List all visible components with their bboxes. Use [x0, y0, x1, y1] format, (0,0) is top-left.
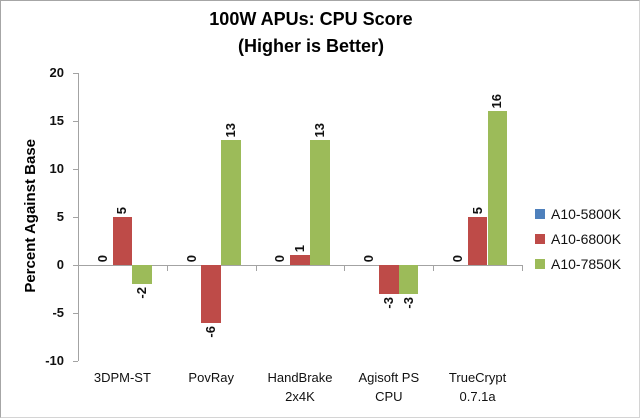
data-label-A10-5800K: 0 [272, 254, 288, 262]
bar-A10-6800K [290, 255, 310, 265]
bar-A10-6800K [201, 265, 221, 323]
x-tick-mark [433, 265, 435, 271]
legend-label: A10-5800K [551, 205, 622, 222]
y-tick-label: 15 [49, 113, 64, 128]
data-label-A10-5800K: 0 [361, 254, 377, 262]
data-label-A10-5800K: 0 [94, 254, 110, 262]
chart-title-line1: 100W APUs: CPU Score [209, 9, 413, 29]
data-label-A10-6800K: -3 [380, 296, 396, 309]
bar-A10-7850K [132, 265, 152, 285]
y-tick-label: 20 [49, 65, 64, 80]
bar-A10-7850K [309, 140, 330, 265]
legend-item-A10-5800K: A10-5800K [535, 201, 621, 226]
chart-title: 100W APUs: CPU Score (Higher is Better) [1, 6, 621, 60]
y-tick-mark [73, 361, 78, 362]
x-axis-line [78, 265, 522, 266]
bar-A10-7850K [398, 265, 419, 294]
y-tick-label: 0 [56, 257, 64, 272]
x-category-label: TrueCrypt 0.7.1a [448, 370, 507, 404]
legend-swatch-icon [535, 258, 545, 269]
bar-A10-7850K [487, 111, 508, 265]
x-category-label: HandBrake 2x4K [267, 370, 333, 404]
legend-swatch-icon [535, 208, 545, 219]
data-label-A10-6800K: 5 [114, 206, 130, 214]
legend-item-A10-7850K: A10-7850K [535, 251, 621, 276]
y-tick-mark [73, 217, 78, 218]
data-label-A10-7850K: 13 [222, 122, 238, 138]
data-label-A10-5800K: 0 [183, 254, 199, 262]
y-tick-label: -5 [52, 305, 64, 320]
legend-item-A10-6800K: A10-6800K [535, 226, 621, 251]
legend-label: A10-7850K [551, 255, 622, 272]
data-label-A10-6800K: 1 [292, 245, 307, 253]
x-category-label: PovRay [188, 370, 234, 385]
x-tick-mark [344, 265, 346, 271]
y-tick-label: 5 [56, 209, 64, 224]
bar-A10-6800K [112, 217, 133, 265]
bar-A10-7850K [221, 140, 241, 265]
y-tick-mark [73, 121, 78, 122]
data-label-A10-6800K: 5 [469, 206, 485, 214]
data-label-A10-7850K: 13 [311, 122, 327, 138]
y-tick-mark [73, 169, 78, 170]
bar-A10-6800K [467, 217, 488, 265]
y-axis-line [78, 73, 79, 361]
data-label-A10-7850K: -2 [134, 287, 150, 299]
legend: A10-5800K A10-6800K A10-7850K [535, 201, 621, 276]
legend-label: A10-6800K [551, 230, 622, 247]
data-label-A10-6800K: -6 [203, 325, 219, 338]
x-tick-mark [522, 265, 523, 271]
x-tick-mark [255, 265, 257, 271]
x-tick-mark [78, 265, 79, 271]
bar-A10-6800K [378, 265, 399, 294]
chart-title-line2: (Higher is Better) [237, 36, 385, 56]
data-label-A10-7850K: 16 [489, 93, 505, 109]
x-category-label: 3DPM-ST [93, 370, 151, 385]
y-tick-mark [73, 313, 78, 314]
y-tick-mark [73, 73, 78, 74]
data-label-A10-7850K: -3 [400, 296, 416, 309]
y-tick-mark [73, 265, 78, 266]
data-label-A10-5800K: 0 [449, 254, 465, 262]
y-tick-label: 10 [49, 161, 64, 176]
legend-swatch-icon [535, 233, 545, 244]
y-tick-label: -10 [45, 353, 64, 368]
x-category-label: Agisoft PS CPU [358, 370, 420, 404]
x-tick-mark [166, 265, 168, 271]
